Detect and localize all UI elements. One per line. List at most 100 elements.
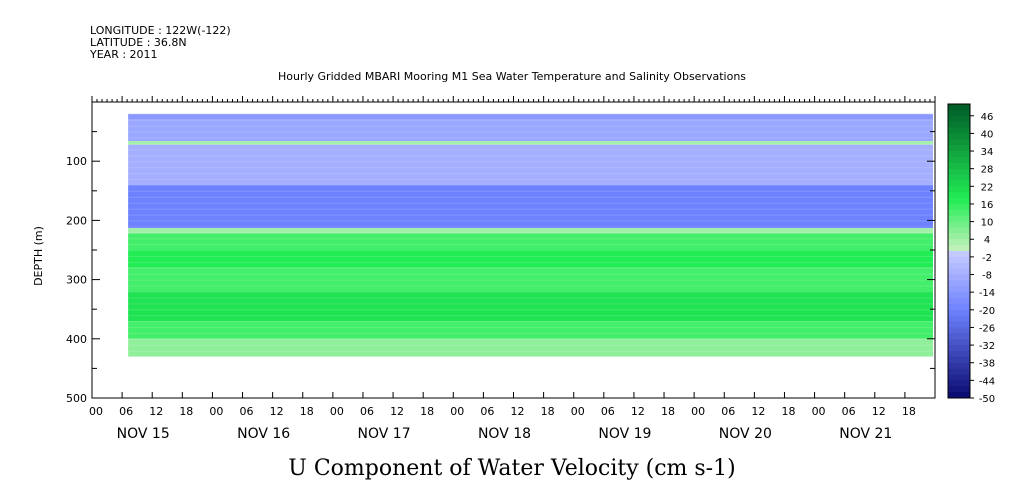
x-day-label: NOV 18 xyxy=(478,426,531,442)
heatmap-stripe xyxy=(128,261,934,264)
colorbar-cell xyxy=(948,280,970,287)
x-hour-label: 18 xyxy=(300,405,314,418)
x-hour-label: 18 xyxy=(420,405,434,418)
colorbar-cell xyxy=(948,156,970,164)
heatmap-band xyxy=(128,233,934,250)
x-hour-label: 18 xyxy=(781,405,795,418)
colorbar-cell xyxy=(948,339,970,346)
colorbar-cell xyxy=(948,256,970,264)
x-hour-label: 06 xyxy=(601,405,615,418)
colorbar-cell xyxy=(948,333,970,340)
x-hour-label: 06 xyxy=(360,405,374,418)
colorbar-cell xyxy=(948,215,970,223)
heatmap-stripe xyxy=(128,238,934,240)
colorbar-cell xyxy=(948,386,970,393)
colorbar-tick-label: 34 xyxy=(981,147,994,158)
colorbar-cell xyxy=(948,315,970,323)
colorbar-tick-label: 16 xyxy=(981,200,994,211)
heatmap-band xyxy=(128,184,934,229)
x-hour-label: 06 xyxy=(480,405,494,418)
x-hour-label: 00 xyxy=(89,405,103,418)
x-day-label: NOV 19 xyxy=(598,426,651,442)
heatmap-stripe xyxy=(128,255,934,258)
heatmap-stripe xyxy=(128,167,934,169)
colorbar-cell xyxy=(948,251,970,258)
colorbar-cell xyxy=(948,227,970,234)
heatmap-stripe xyxy=(128,285,934,287)
x-day-label: NOV 17 xyxy=(358,426,411,442)
colorbar-cell xyxy=(948,209,970,217)
colorbar-cell xyxy=(948,309,970,317)
x-hour-label: 12 xyxy=(872,405,886,418)
x-hour-label: 00 xyxy=(209,405,223,418)
colorbar-cell xyxy=(948,145,970,152)
colorbar-cell xyxy=(948,133,970,140)
heatmap-stripe xyxy=(128,119,934,121)
colorbar-cell xyxy=(948,392,970,399)
heatmap-stripe xyxy=(128,350,934,352)
heatmap-band xyxy=(128,267,934,292)
x-hour-label: 18 xyxy=(541,405,555,418)
x-day-label: NOV 20 xyxy=(719,426,772,442)
x-hour-label: 18 xyxy=(179,405,193,418)
heatmap-stripe xyxy=(128,161,934,163)
colorbar-cell xyxy=(948,203,970,211)
y-tick-label: 300 xyxy=(66,274,87,287)
colorbar-tick-label: 4 xyxy=(984,235,990,246)
colorbar-tick-label: -50 xyxy=(979,394,995,405)
colorbar-frame xyxy=(947,103,971,399)
heatmap-stripe xyxy=(128,220,934,222)
heatmap-stripe xyxy=(128,279,934,281)
heatmap-stripe xyxy=(128,267,934,269)
longitude-label: LONGITUDE : 122W(-122) xyxy=(90,24,231,37)
heatmap-stripe xyxy=(128,113,934,116)
plot-area xyxy=(91,101,936,399)
heatmap-stripe xyxy=(128,208,934,210)
colorbar-cell xyxy=(948,168,970,176)
heatmap-band xyxy=(128,250,934,268)
colorbar-cell xyxy=(948,327,970,334)
colorbar-tick-label: 22 xyxy=(981,182,994,193)
colorbar-cell xyxy=(948,350,970,358)
x-hour-label: 12 xyxy=(751,405,765,418)
colorbar-cell xyxy=(948,380,970,387)
heatmap-stripe xyxy=(128,125,934,127)
heatmap-stripe xyxy=(128,315,934,317)
heatmap-stripe xyxy=(128,131,934,133)
colorbar-cell xyxy=(948,139,970,146)
heatmap-stripe xyxy=(128,155,934,157)
y-tick-label: 400 xyxy=(66,333,87,346)
heatmap-stripe xyxy=(128,178,934,181)
colorbar-tick-label: -2 xyxy=(982,253,992,264)
colorbar-cell xyxy=(948,239,970,246)
colorbar-quantity-label: U Component of Water Velocity (cm s-1) xyxy=(288,456,735,481)
colorbar-cell xyxy=(948,286,970,293)
heatmap-band xyxy=(128,228,934,234)
heatmap-stripe xyxy=(128,250,934,252)
colorbar: 46 40 34 28 22 16 10 4 -2 -8 -14 -20 -26 -32 -38 -44 -50 xyxy=(947,103,995,405)
colorbar-cell xyxy=(948,115,970,123)
heatmap-stripe xyxy=(128,244,934,246)
heatmap-stripe xyxy=(128,297,934,299)
y-tick-label: 200 xyxy=(66,214,87,227)
colorbar-cell xyxy=(948,198,970,205)
heatmap-stripe xyxy=(128,190,934,192)
x-hour-label: 18 xyxy=(902,405,916,418)
colorbar-cell xyxy=(948,233,970,240)
year-label: YEAR : 2011 xyxy=(89,48,158,61)
heatmap-stripe xyxy=(128,326,934,329)
x-hour-label: 12 xyxy=(270,405,284,418)
heatmap-stripe xyxy=(128,232,934,234)
y-axis-label: DEPTH (m) xyxy=(32,226,45,286)
heatmap-band xyxy=(128,321,934,339)
colorbar-cell xyxy=(948,368,970,375)
y-tick-label: 100 xyxy=(66,155,87,168)
colorbar-cell xyxy=(948,345,970,352)
colorbar-cell xyxy=(948,362,970,370)
colorbar-tick-label: -38 xyxy=(979,359,995,370)
x-hour-label: 06 xyxy=(721,405,735,418)
y-tick-label: 500 xyxy=(66,392,87,405)
heatmap-stripe xyxy=(128,184,934,187)
x-hour-label: 12 xyxy=(149,405,163,418)
